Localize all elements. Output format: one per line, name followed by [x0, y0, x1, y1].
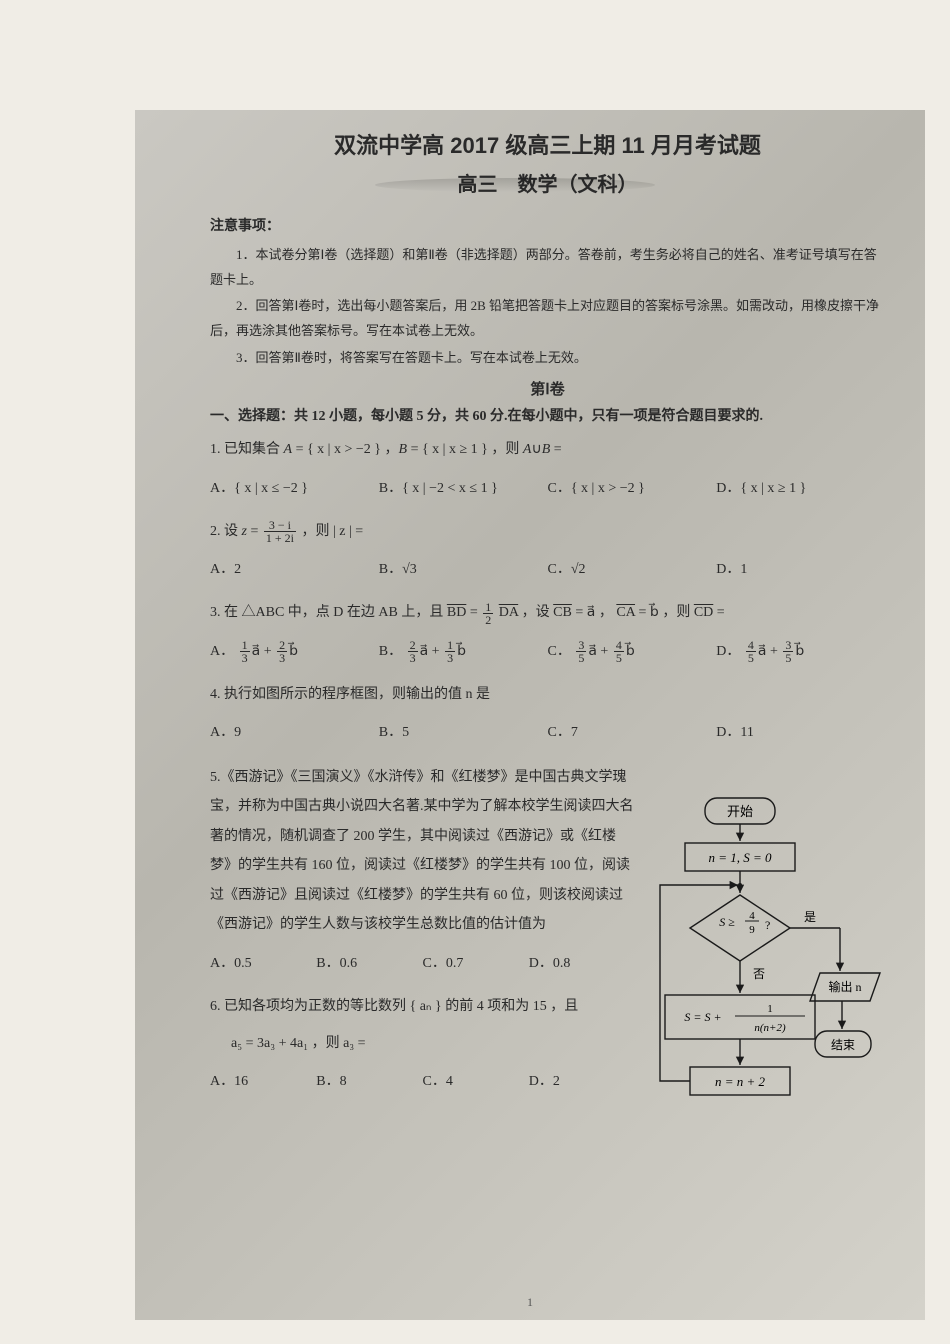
q3-b: B． 23a⃗ + 13b⃗: [379, 637, 548, 668]
flow-upd-num: 1: [767, 1003, 773, 1015]
flow-output: 输出 n: [828, 979, 861, 994]
attention-heading: 注意事项：: [210, 215, 885, 235]
flow-end: 结束: [831, 1038, 855, 1052]
q3-eqb: = b⃗ ，则: [635, 605, 694, 620]
svg-text:S ≥: S ≥: [719, 915, 735, 929]
q6-stem: 6. 已知各项均为正数的等比数列 { aₙ } 的前 4 项和为 15 ，且: [210, 994, 635, 1021]
q3-ca: CA: [616, 605, 635, 620]
q2-c: C．√2: [548, 555, 717, 586]
q3-mid: ，设: [522, 605, 554, 620]
q6-options: A．16 B．8 C．4 D．2: [210, 1067, 635, 1098]
q2-stem: 2. 设 z = 3 − i 1 + 2i ，则 | z | =: [210, 519, 885, 546]
page-curl-shadow: [375, 178, 655, 192]
q6-rel: a₅ = 3a₃ + 4a₁ ，则 a₃ =: [210, 1031, 635, 1058]
q1-stem: 1. 已知集合 A = { x | x > −2 } ，B = { x | x …: [210, 437, 885, 464]
flowchart-svg: 开始 n = 1, S = 0 S ≥ 4 9 ? 是: [645, 793, 885, 1173]
q5-d: D．0.8: [529, 949, 635, 980]
q1-mid2: = { x | x ≥ 1 } ，则: [411, 442, 523, 457]
section-1-desc: 一、选择题：共 12 小题，每小题 5 分，共 60 分.在每小题中，只有一项是…: [210, 405, 885, 425]
flowchart: 开始 n = 1, S = 0 S ≥ 4 9 ? 是: [645, 793, 885, 1173]
q1-pre: 1. 已知集合: [210, 442, 284, 457]
q2-options: A．2 B．√3 C．√2 D．1: [210, 555, 885, 586]
title-main: 双流中学高 2017 级高三上期 11 月月考试题: [210, 128, 885, 160]
q3-eqa: = a⃗ ，: [572, 605, 613, 620]
flow-cond-q: ?: [765, 918, 770, 932]
q6-a: A．16: [210, 1067, 316, 1098]
q3-pre: 3. 在 △ABC 中，点 D 在边 AB 上，且: [210, 605, 447, 620]
page-number: 1: [527, 1295, 533, 1310]
q5-b: B．0.6: [316, 949, 422, 980]
q3-cb: CB: [553, 605, 572, 620]
q6-b: B．8: [316, 1067, 422, 1098]
q2-pre: 2. 设: [210, 524, 242, 539]
attention-3: 3．回答第Ⅱ卷时，将答案写在答题卡上。写在本试卷上无效。: [210, 346, 885, 371]
q2-den: 1 + 2i: [264, 532, 296, 544]
lower-row: 5.《西游记》《三国演义》《水浒传》和《红楼梦》是中国古典文学瑰宝，并称为中国古…: [210, 763, 885, 1173]
q1-c: C．{ x | x > −2 }: [548, 474, 717, 505]
q4-stem: 4. 执行如图所示的程序框图，则输出的值 n 是: [210, 682, 885, 709]
q4-a: A．9: [210, 718, 379, 749]
q3-stem: 3. 在 △ABC 中，点 D 在边 AB 上，且 BD = 12 DA ，设 …: [210, 600, 885, 627]
q6-d: D．2: [529, 1067, 635, 1098]
q4-options: A．9 B．5 C．7 D．11: [210, 718, 885, 749]
q1-d: D．{ x | x ≥ 1 }: [716, 474, 885, 505]
flow-upd-den: n(n+2): [754, 1022, 786, 1034]
q3-da: DA: [499, 605, 518, 620]
svg-text:S = S +: S = S +: [684, 1010, 721, 1024]
q1-post: =: [554, 442, 562, 457]
attention-2: 2．回答第Ⅰ卷时，选出每小题答案后，用 2B 铅笔把答题卡上对应题目的答案标号涂…: [210, 294, 885, 343]
q2-d: D．1: [716, 555, 885, 586]
q4-b: B．5: [379, 718, 548, 749]
q2-b: B．√3: [379, 555, 548, 586]
q4-d: D．11: [716, 718, 885, 749]
q3-options: A． 13a⃗ + 23b⃗ B． 23a⃗ + 13b⃗ C． 35a⃗ + …: [210, 637, 885, 668]
q1-mid1: = { x | x > −2 } ，: [296, 442, 399, 457]
flow-init: n = 1, S = 0: [708, 850, 772, 865]
q5-options: A．0.5 B．0.6 C．0.7 D．0.8: [210, 949, 635, 980]
flow-incr: n = n + 2: [715, 1074, 766, 1089]
q3-c: C． 35a⃗ + 45b⃗: [548, 637, 717, 668]
q6-c: C．4: [423, 1067, 529, 1098]
q3-cd: CD: [694, 605, 713, 620]
q5-stem: 5.《西游记》《三国演义》《水浒传》和《红楼梦》是中国古典文学瑰宝，并称为中国古…: [210, 763, 635, 939]
q2-frac: 3 − i 1 + 2i: [264, 519, 296, 544]
q3-d: D． 45a⃗ + 35b⃗: [716, 637, 885, 668]
exam-page: 双流中学高 2017 级高三上期 11 月月考试题 高三 数学（文科） 注意事项…: [135, 110, 925, 1320]
flow-cond-den: 9: [749, 924, 755, 936]
q3-end: =: [713, 605, 724, 620]
flow-cond-num: 4: [749, 910, 755, 922]
q1-b: B．{ x | −2 < x ≤ 1 }: [379, 474, 548, 505]
flow-no: 否: [753, 967, 765, 981]
q5-a: A．0.5: [210, 949, 316, 980]
q3-a: A． 13a⃗ + 23b⃗: [210, 637, 379, 668]
q4-c: C．7: [548, 718, 717, 749]
flow-yes: 是: [804, 910, 816, 924]
lower-left: 5.《西游记》《三国演义》《水浒传》和《红楼梦》是中国古典文学瑰宝，并称为中国古…: [210, 763, 645, 1112]
q5-c: C．0.7: [423, 949, 529, 980]
q3-bd: BD: [447, 605, 466, 620]
q1-a: A．{ x | x ≤ −2 }: [210, 474, 379, 505]
q2-a: A．2: [210, 555, 379, 586]
q1-options: A．{ x | x ≤ −2 } B．{ x | −2 < x ≤ 1 } C．…: [210, 474, 885, 505]
q2-post: ，则 | z | =: [301, 524, 363, 539]
section-1-label: 第Ⅰ卷: [210, 378, 885, 399]
attention-1: 1．本试卷分第Ⅰ卷（选择题）和第Ⅱ卷（非选择题）两部分。答卷前，考生务必将自己的…: [210, 243, 885, 292]
flow-start: 开始: [727, 804, 753, 819]
